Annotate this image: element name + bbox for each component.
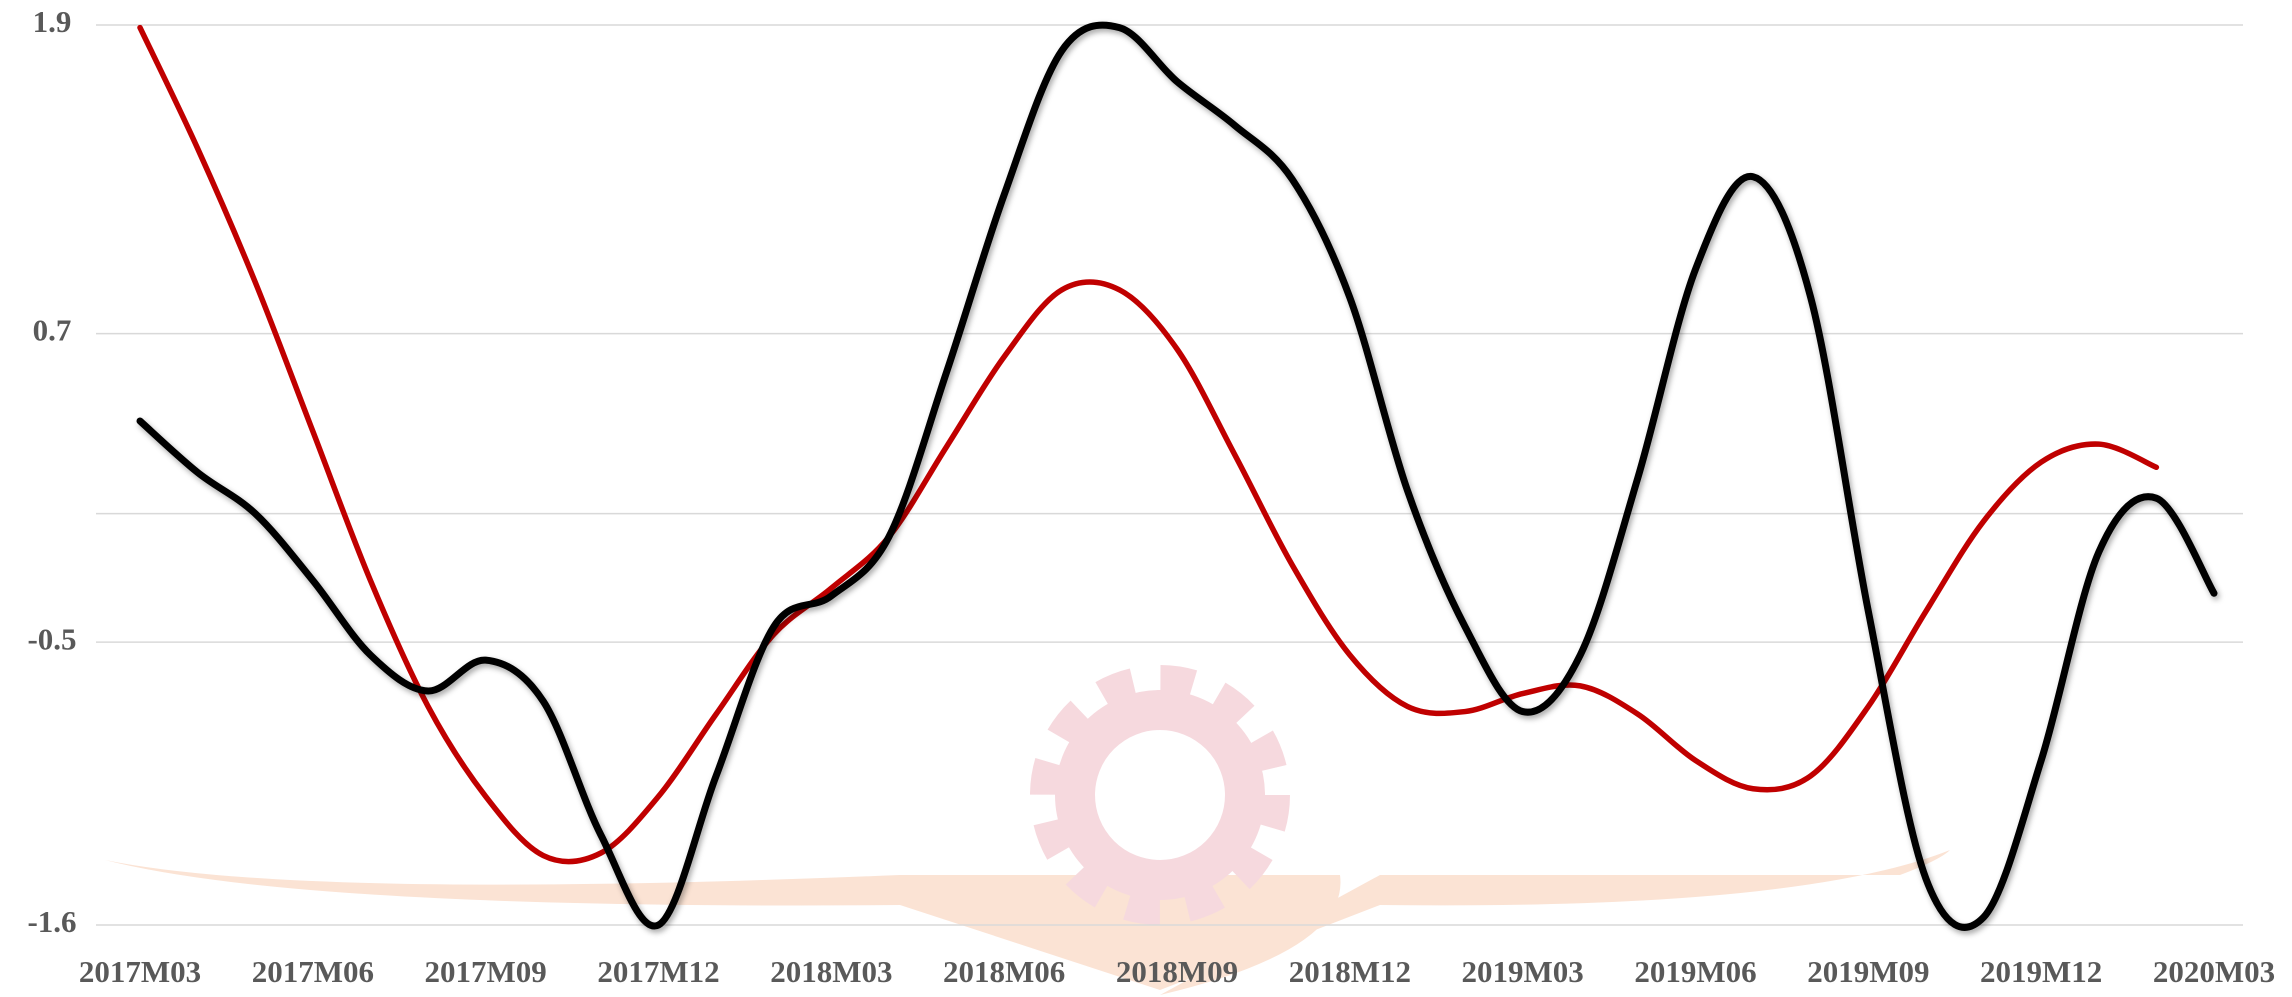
x-tick-label: 2018M09	[1116, 954, 1238, 989]
y-tick-label: -0.5	[27, 621, 76, 656]
x-tick-label: 2020M03	[2153, 954, 2275, 989]
y-tick-label: -1.6	[27, 904, 76, 939]
line-series	[140, 25, 2214, 927]
x-tick-label: 2019M03	[1462, 954, 1584, 989]
x-tick-label: 2018M03	[770, 954, 892, 989]
x-tick-label: 2017M06	[252, 954, 374, 989]
watermark	[105, 690, 1950, 995]
chart: -1.6 -0.5 0.7 1.9 2017M03 2017M06 2017M09 2017M…	[0, 0, 2292, 997]
y-tick-label: 1.9	[33, 4, 72, 39]
x-tick-label: 2017M09	[425, 954, 547, 989]
x-tick-label: 2018M12	[1289, 954, 1411, 989]
x-tick-label: 2017M03	[79, 954, 201, 989]
x-tick-label: 2018M06	[943, 954, 1065, 989]
x-tick-label: 2017M12	[597, 954, 719, 989]
x-tick-label: 2019M09	[1807, 954, 1929, 989]
x-tick-label: 2019M12	[1980, 954, 2102, 989]
x-tick-label: 2019M06	[1634, 954, 1756, 989]
line-series	[140, 28, 2156, 862]
y-tick-label: 0.7	[33, 313, 72, 348]
